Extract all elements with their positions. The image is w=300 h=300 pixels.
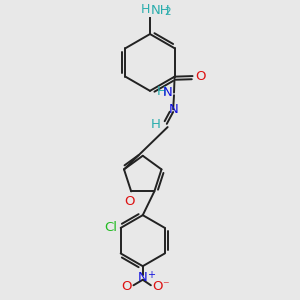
Text: 2: 2 — [164, 7, 170, 17]
Text: +: + — [147, 270, 155, 280]
Text: H: H — [141, 3, 150, 16]
Text: O: O — [152, 280, 163, 293]
Text: N: N — [169, 103, 179, 116]
Text: N: N — [163, 85, 173, 98]
Text: N: N — [138, 271, 148, 284]
Text: Cl: Cl — [104, 221, 117, 234]
Text: ⁻: ⁻ — [162, 279, 169, 292]
Text: O: O — [195, 70, 206, 83]
Text: O: O — [124, 196, 135, 208]
Text: H: H — [151, 118, 160, 131]
Text: NH: NH — [151, 4, 170, 17]
Text: H: H — [157, 85, 167, 98]
Text: O: O — [121, 280, 132, 293]
